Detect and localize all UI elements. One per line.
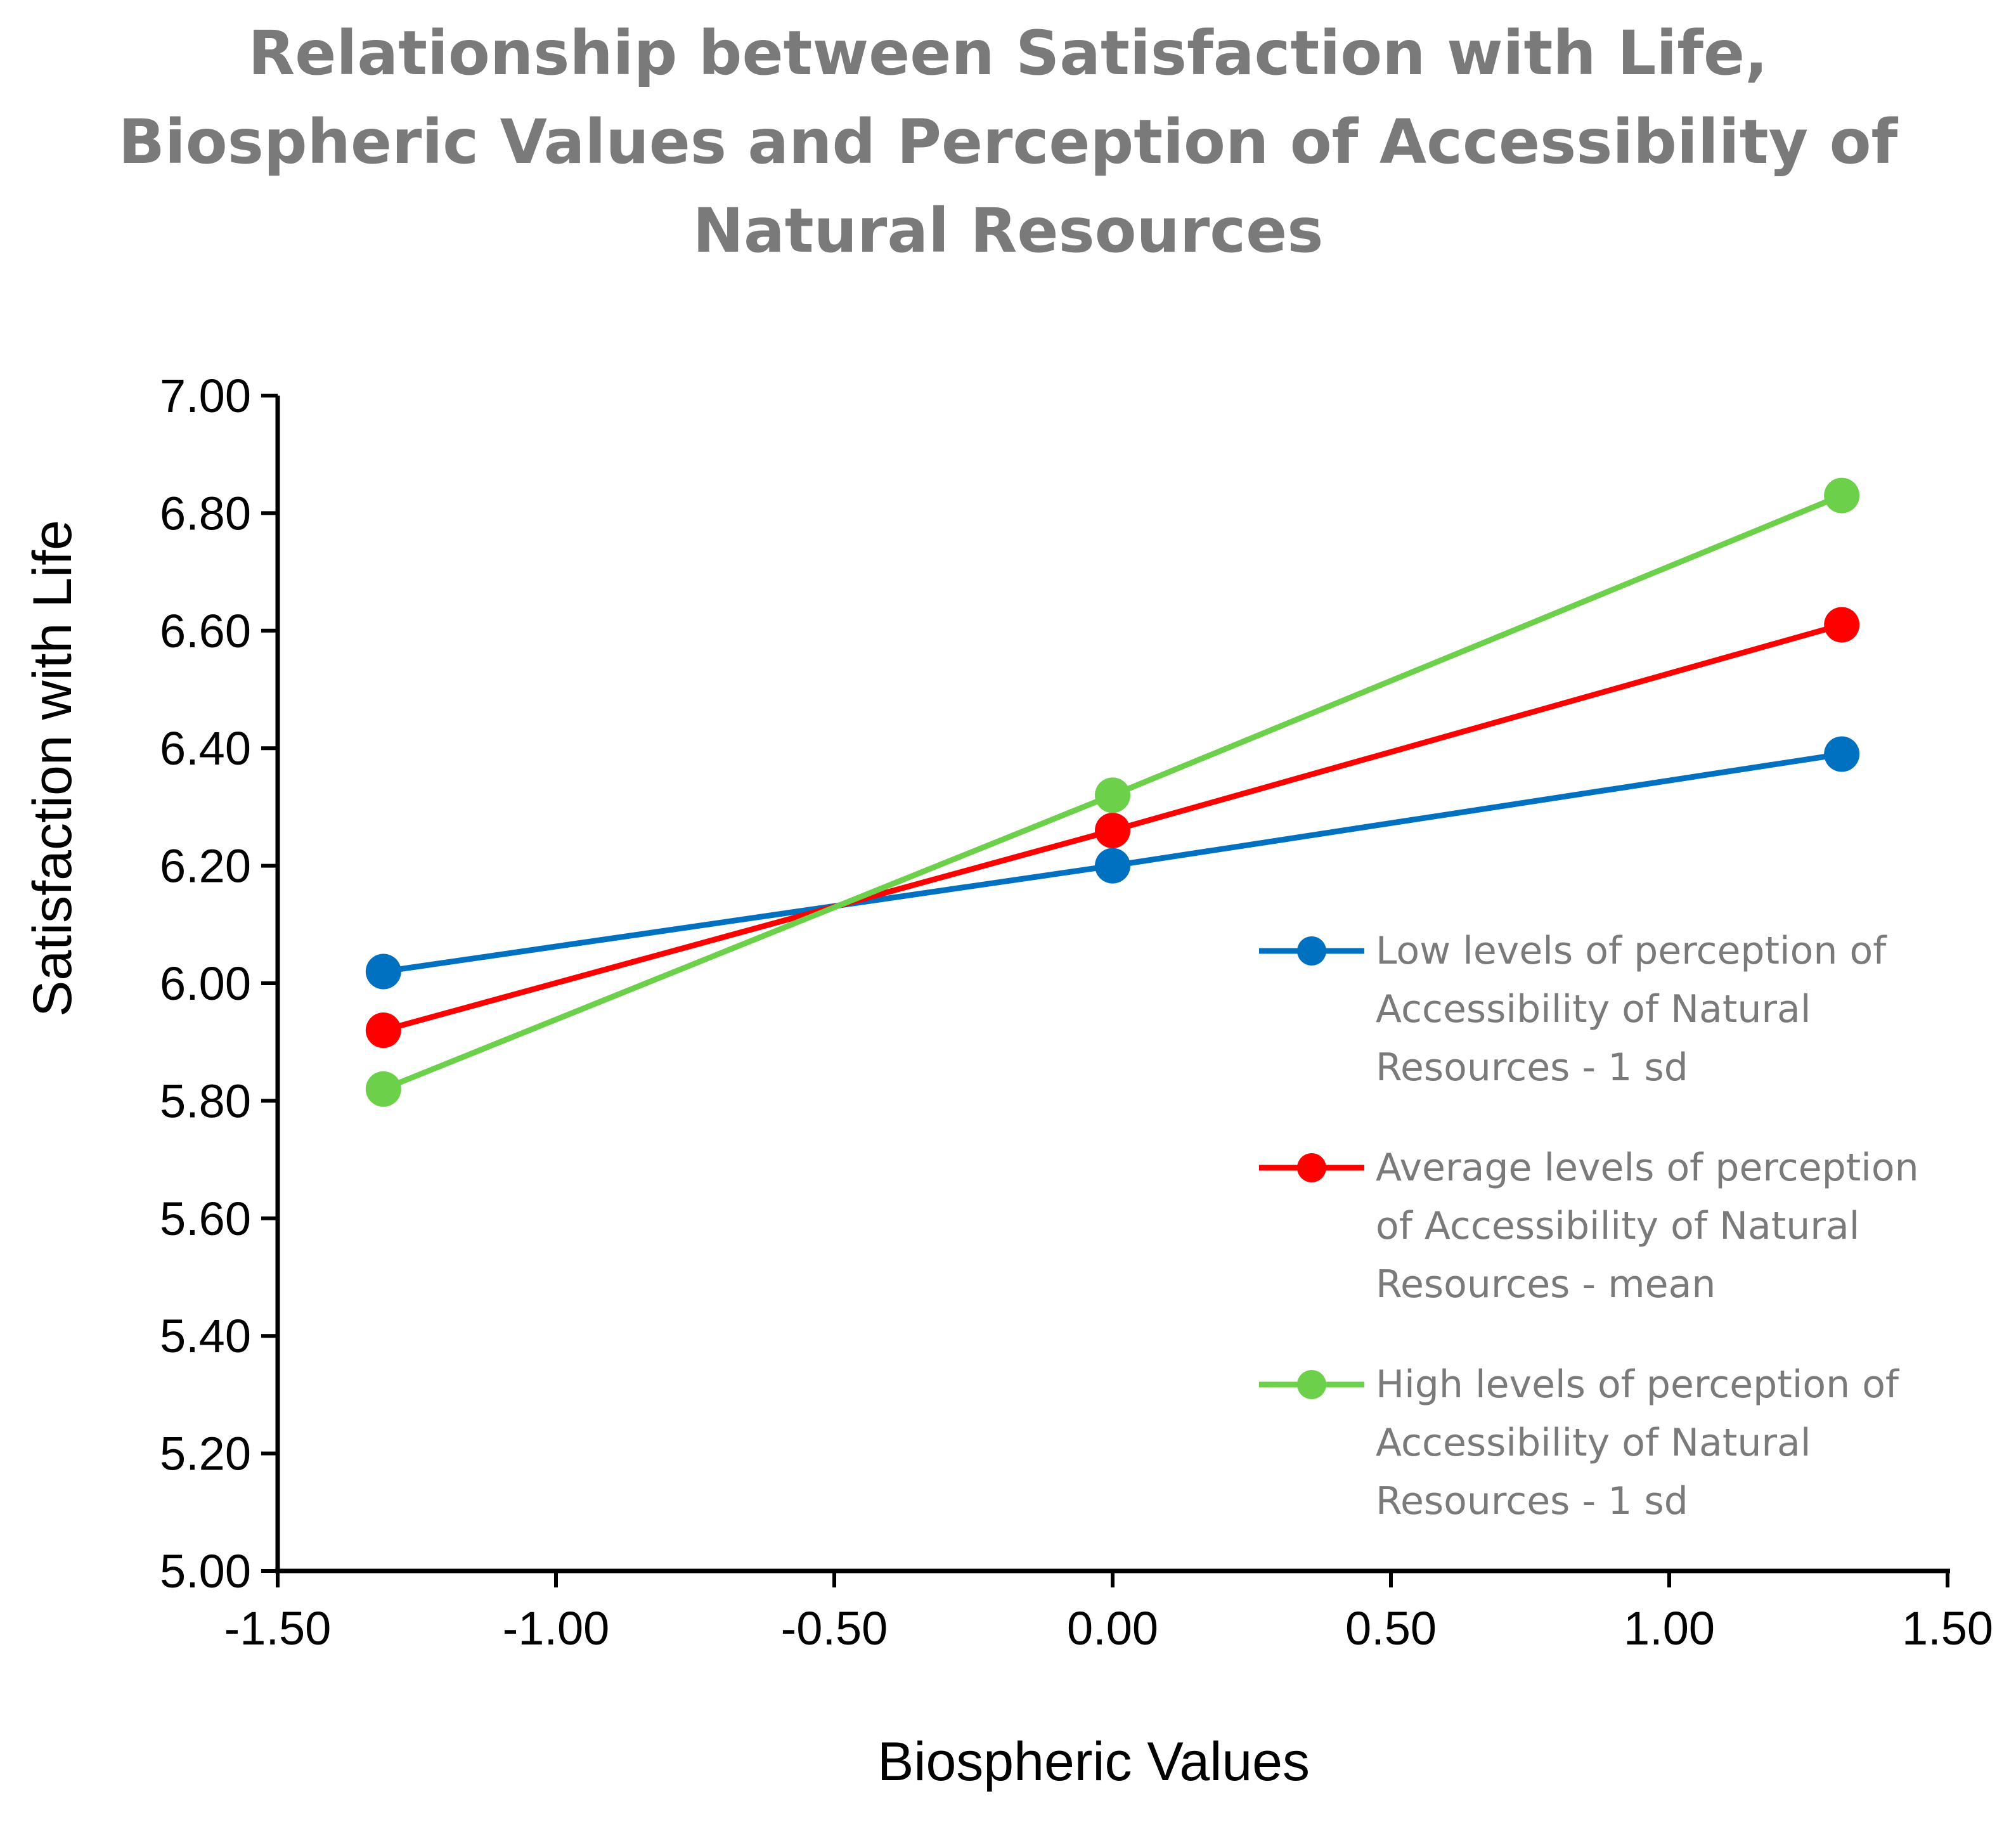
chart-title-line-2: Biospheric Values and Perception of Acce… xyxy=(118,107,1898,178)
x-axis-ticks: -1.50 -1.00 -0.50 0.00 0.50 1.00 1.50 xyxy=(224,1571,1993,1655)
chart-title-line-1: Relationship between Satisfaction with L… xyxy=(248,18,1768,89)
chart-legend: Low levels of perception of Accessibility… xyxy=(1259,929,1919,1523)
x-tick-label: -1.00 xyxy=(503,1602,610,1655)
chart-title-line-3: Natural Resources xyxy=(692,195,1324,266)
legend-label-2-line-0: High levels of perception of xyxy=(1376,1362,1900,1407)
legend-label-1-line-2: Resources - mean xyxy=(1376,1262,1716,1307)
series-0-point xyxy=(365,953,401,990)
y-tick-label: 6.00 xyxy=(160,957,251,1010)
y-tick-label: 5.40 xyxy=(160,1310,251,1362)
y-tick-label: 5.20 xyxy=(160,1428,251,1480)
y-tick-label: 6.60 xyxy=(160,605,251,657)
y-tick-label: 5.80 xyxy=(160,1075,251,1127)
series-2-point xyxy=(1095,777,1130,813)
y-tick-label: 7.00 xyxy=(160,370,251,422)
x-tick-label: -0.50 xyxy=(781,1602,888,1655)
legend-label-0-line-2: Resources - 1 sd xyxy=(1376,1045,1688,1090)
x-tick-label: 1.50 xyxy=(1902,1602,1993,1655)
y-tick-label: 5.60 xyxy=(160,1192,251,1245)
legend-swatch-marker-0 xyxy=(1297,936,1326,966)
x-tick-label: -1.50 xyxy=(224,1602,332,1655)
series-2-point xyxy=(365,1071,401,1107)
legend-label-2-line-2: Resources - 1 sd xyxy=(1376,1479,1688,1523)
x-tick-label: 0.50 xyxy=(1345,1602,1437,1655)
chart-series xyxy=(365,477,1860,1107)
series-0-point xyxy=(1095,848,1130,884)
x-axis-title: Biospheric Values xyxy=(877,1731,1310,1792)
y-tick-label: 5.00 xyxy=(160,1545,251,1598)
legend-swatch-marker-2 xyxy=(1297,1370,1326,1399)
x-tick-label: 0.00 xyxy=(1067,1602,1158,1655)
series-2-point xyxy=(1824,477,1860,514)
legend-swatch-marker-1 xyxy=(1297,1153,1326,1182)
series-0-point xyxy=(1824,736,1860,772)
y-tick-label: 6.20 xyxy=(160,840,251,893)
y-axis-ticks: 5.00 5.20 5.40 5.60 5.80 6.00 6.20 6.40 6.60 6.80… xyxy=(160,370,278,1598)
legend-label-2-line-1: Accessibility of Natural xyxy=(1376,1421,1811,1465)
x-tick-label: 1.00 xyxy=(1624,1602,1715,1655)
y-axis-title: Satisfaction with Life xyxy=(22,520,83,1017)
legend-label-0-line-1: Accessibility of Natural xyxy=(1376,987,1811,1031)
y-tick-label: 6.80 xyxy=(160,487,251,539)
series-1-point xyxy=(1095,812,1130,848)
y-tick-label: 6.40 xyxy=(160,722,251,775)
legend-label-1-line-1: of Accessibility of Natural xyxy=(1376,1204,1859,1248)
series-1-point xyxy=(1824,607,1860,643)
legend-label-0-line-0: Low levels of perception of xyxy=(1376,929,1887,973)
chart-title: Relationship between Satisfaction with L… xyxy=(0,9,2016,275)
legend-label-1-line-0: Average levels of perception xyxy=(1376,1146,1919,1190)
series-1-point xyxy=(365,1012,401,1049)
